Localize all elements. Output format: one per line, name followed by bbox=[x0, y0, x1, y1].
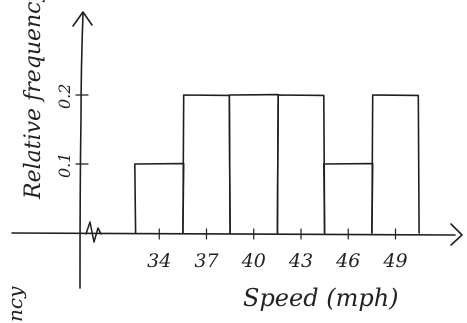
y-tick-label: 0.1 bbox=[55, 153, 74, 178]
bars-group bbox=[134, 93, 420, 234]
x-tick-label: 37 bbox=[194, 250, 219, 272]
x-tick-label: 43 bbox=[288, 250, 313, 272]
y-axis-label: Relative frequency bbox=[21, 0, 46, 200]
histogram-bar bbox=[182, 94, 231, 234]
histogram-bar bbox=[323, 162, 374, 234]
x-tick-label: 49 bbox=[382, 250, 407, 272]
x-axis-arrowhead bbox=[450, 223, 463, 246]
histogram-bar bbox=[371, 94, 420, 234]
y-tick-labels: 0.1 0.2 bbox=[55, 84, 89, 178]
y-axis-line bbox=[79, 13, 84, 289]
margin-text: ncy bbox=[3, 286, 27, 322]
x-tick-label: 46 bbox=[335, 250, 360, 272]
y-tick-label: 0.2 bbox=[55, 84, 74, 109]
x-tick-label: 34 bbox=[147, 250, 171, 272]
x-tick-label: 40 bbox=[241, 250, 266, 272]
y-axis-arrowhead bbox=[72, 11, 93, 27]
x-axis-label: Speed (mph) bbox=[243, 284, 399, 312]
histogram-bar bbox=[276, 94, 326, 234]
histogram-bar bbox=[134, 162, 185, 234]
x-axis-line bbox=[11, 232, 456, 236]
axis-break-zigzag bbox=[85, 221, 102, 243]
histogram-bar bbox=[228, 93, 279, 234]
axes-group bbox=[11, 11, 463, 289]
x-tick-labels: 34 37 40 43 46 49 bbox=[147, 228, 408, 272]
